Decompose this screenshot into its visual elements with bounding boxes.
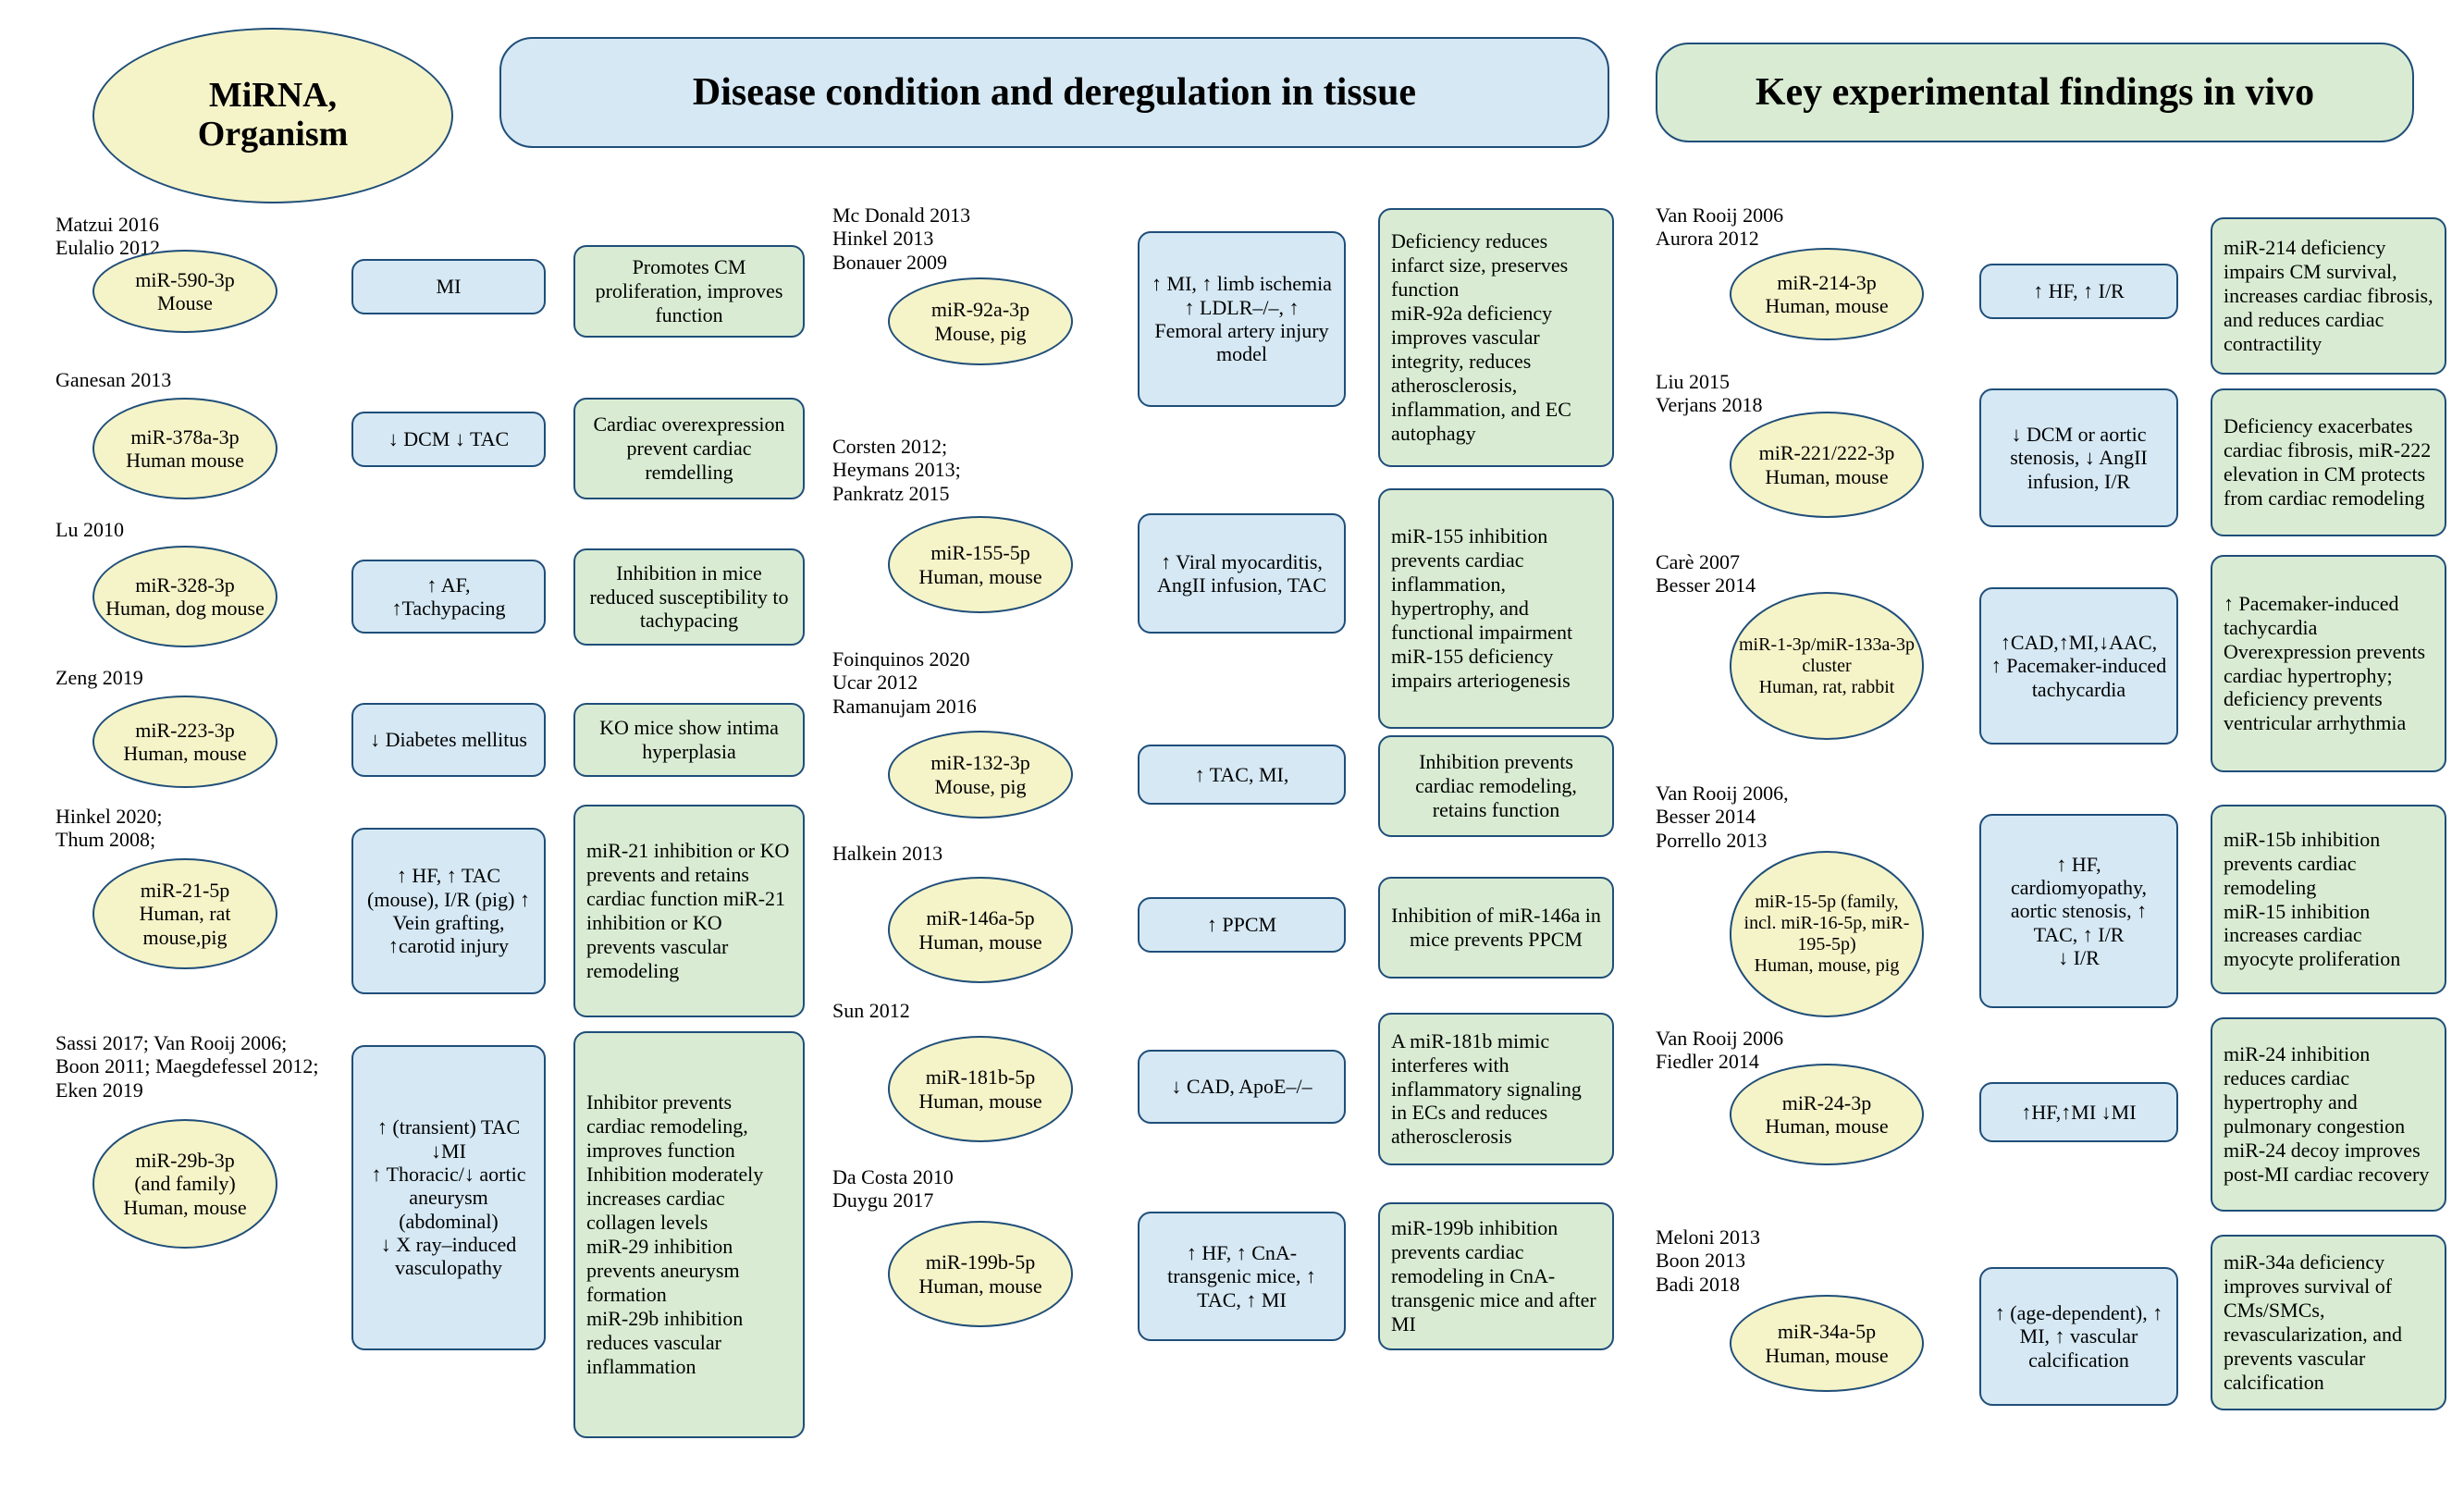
citation: Meloni 2013 Boon 2013 Badi 2018: [1656, 1225, 2026, 1296]
citation: Halkein 2013: [832, 842, 1202, 865]
citation: Sun 2012: [832, 999, 1202, 1022]
citation: Liu 2015 Verjans 2018: [1656, 370, 2026, 417]
condition-box: ↑ AF, ↑Tachypacing: [351, 560, 546, 634]
citation: Lu 2010: [55, 518, 425, 541]
condition-box: ↑ MI, ↑ limb ischemia ↑ LDLR–/–, ↑ Femor…: [1138, 231, 1346, 407]
finding-box: Promotes CM proliferation, improves func…: [573, 245, 805, 338]
condition-box: ↑CAD,↑MI,↓AAC, ↑ Pacemaker-induced tachy…: [1979, 587, 2178, 745]
condition-box: ↑ Viral myocarditis, AngII infusion, TAC: [1138, 513, 1346, 634]
mirna-organism-pill: miR-199b-5p Human, mouse: [888, 1221, 1073, 1327]
condition-box: ↓ Diabetes mellitus: [351, 703, 546, 777]
mirna-organism-pill: miR-328-3p Human, dog mouse: [92, 546, 277, 647]
finding-box: Inhibition of miR-146a in mice prevents …: [1378, 877, 1614, 979]
mirna-organism-pill: miR-15-5p (family, incl. miR-16-5p, miR-…: [1730, 851, 1924, 1017]
finding-box: KO mice show intima hyperplasia: [573, 703, 805, 777]
finding-box: miR-34a deficiency improves survival of …: [2211, 1235, 2446, 1410]
condition-box: ↓ DCM ↓ TAC: [351, 412, 546, 467]
condition-box: ↑ TAC, MI,: [1138, 745, 1346, 805]
finding-box: Cardiac overexpression prevent cardiac r…: [573, 398, 805, 499]
condition-box: ↑ HF, ↑ TAC (mouse), I/R (pig) ↑ Vein gr…: [351, 828, 546, 994]
condition-box: ↑ (age-dependent), ↑ MI, ↑ vascular calc…: [1979, 1267, 2178, 1406]
mirna-organism-pill: miR-223-3p Human, mouse: [92, 696, 277, 788]
mirna-organism-pill: miR-155-5p Human, mouse: [888, 516, 1073, 613]
condition-box: ↓ CAD, ApoE–/–: [1138, 1050, 1346, 1124]
mirna-organism-pill: miR-590-3p Mouse: [92, 250, 277, 333]
condition-box: ↑ HF, ↑ I/R: [1979, 264, 2178, 319]
mirna-organism-pill: miR-214-3p Human, mouse: [1730, 248, 1924, 340]
finding-box: A miR-181b mimic interferes with inflamm…: [1378, 1013, 1614, 1165]
condition-box: ↑ HF, cardiomyopathy, aortic stenosis, ↑…: [1979, 814, 2178, 1008]
mirna-organism-pill: miR-34a-5p Human, mouse: [1730, 1295, 1924, 1392]
mirna-organism-pill: miR-378a-3p Human mouse: [92, 398, 277, 499]
condition-box: ↑ (transient) TAC ↓MI ↑ Thoracic/↓ aorti…: [351, 1045, 546, 1350]
finding-box: Inhibition prevents cardiac remodeling, …: [1378, 735, 1614, 837]
citation: Foinquinos 2020 Ucar 2012 Ramanujam 2016: [832, 647, 1202, 718]
mirna-organism-pill: miR-1-3p/miR-133a-3p cluster Human, rat,…: [1730, 592, 1924, 740]
finding-box: miR-15b inhibition prevents cardiac remo…: [2211, 805, 2446, 994]
finding-box: miR-21 inhibition or KO prevents and ret…: [573, 805, 805, 1017]
citation: Van Rooij 2006, Besser 2014 Porrello 201…: [1656, 782, 2026, 852]
citation: Da Costa 2010 Duygu 2017: [832, 1165, 1202, 1213]
citation: Matzui 2016 Eulalio 2012: [55, 213, 425, 260]
citation: Ganesan 2013: [55, 368, 425, 391]
finding-box: miR-24 inhibition reduces cardiac hypert…: [2211, 1017, 2446, 1212]
mirna-organism-pill: miR-92a-3p Mouse, pig: [888, 277, 1073, 365]
citation: Carè 2007 Besser 2014: [1656, 550, 2026, 597]
mirna-organism-pill: miR-29b-3p (and family) Human, mouse: [92, 1119, 277, 1249]
condition-box: ↑ PPCM: [1138, 897, 1346, 953]
mirna-organism-pill: miR-24-3p Human, mouse: [1730, 1064, 1924, 1165]
mirna-organism-pill: miR-21-5p Human, rat mouse,pig: [92, 858, 277, 969]
header-disease-condition: Disease condition and deregulation in ti…: [499, 37, 1609, 148]
mirna-organism-pill: miR-132-3p Mouse, pig: [888, 731, 1073, 819]
condition-box: ↓ DCM or aortic stenosis, ↓ AngII infusi…: [1979, 388, 2178, 527]
condition-box: ↑HF,↑MI ↓MI: [1979, 1082, 2178, 1142]
finding-box: Inhibitor prevents cardiac remodeling, i…: [573, 1031, 805, 1438]
citation: Zeng 2019: [55, 666, 425, 689]
mirna-organism-pill: miR-181b-5p Human, mouse: [888, 1036, 1073, 1142]
condition-box: MI: [351, 259, 546, 314]
header-mirna-organism: MiRNA, Organism: [92, 28, 453, 203]
finding-box: ↑ Pacemaker-induced tachycardia Overexpr…: [2211, 555, 2446, 772]
citation: Corsten 2012; Heymans 2013; Pankratz 201…: [832, 435, 1202, 505]
citation: Van Rooij 2006 Aurora 2012: [1656, 203, 2026, 251]
condition-box: ↑ HF, ↑ CnA-transgenic mice, ↑ TAC, ↑ MI: [1138, 1212, 1346, 1341]
finding-box: miR-214 deficiency impairs CM survival, …: [2211, 217, 2446, 375]
header-key-findings: Key experimental findings in vivo: [1656, 43, 2414, 142]
mirna-organism-pill: miR-221/222-3p Human, mouse: [1730, 412, 1924, 518]
mirna-organism-pill: miR-146a-5p Human, mouse: [888, 877, 1073, 983]
finding-box: Deficiency exacerbates cardiac fibrosis,…: [2211, 388, 2446, 536]
finding-box: Deficiency reduces infarct size, preserv…: [1378, 208, 1614, 467]
finding-box: miR-199b inhibition prevents cardiac rem…: [1378, 1202, 1614, 1350]
finding-box: Inhibition in mice reduced susceptibilit…: [573, 548, 805, 646]
finding-box: miR-155 inhibition prevents cardiac infl…: [1378, 488, 1614, 729]
